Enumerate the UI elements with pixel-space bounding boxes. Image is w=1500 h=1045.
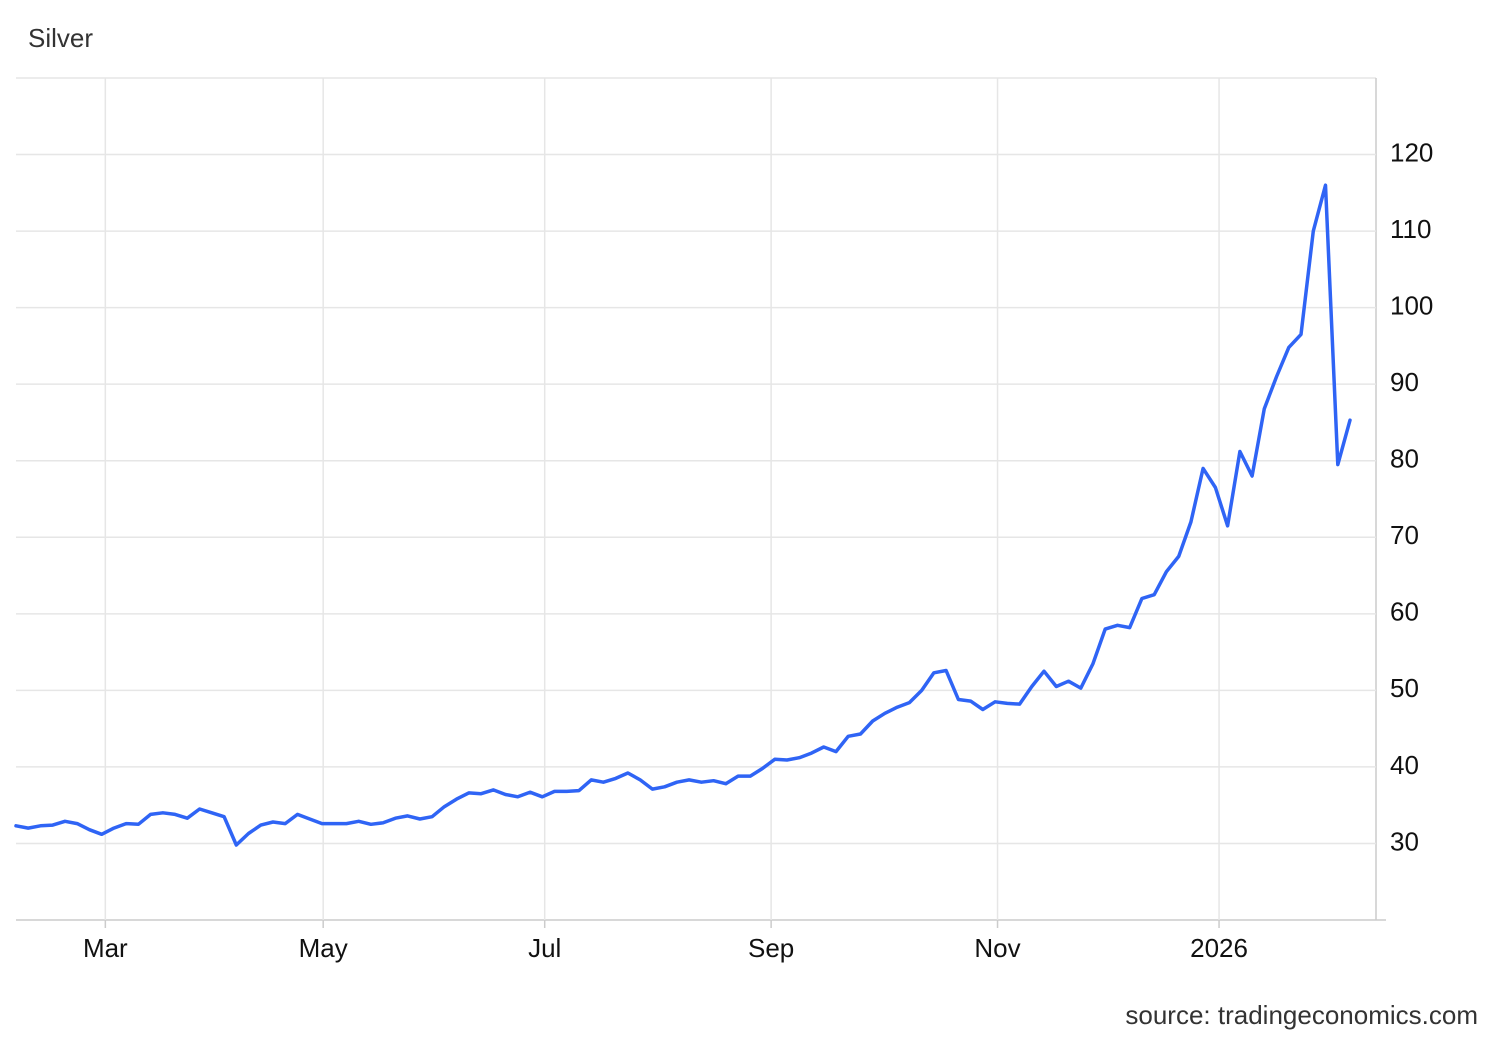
y-tick-label: 120 <box>1390 137 1433 167</box>
x-tick-label: Jul <box>528 933 561 963</box>
x-tick-label: 2026 <box>1190 933 1248 963</box>
y-tick-label: 90 <box>1390 367 1419 397</box>
x-tick-label: Sep <box>748 933 794 963</box>
source-note: source: tradingeconomics.com <box>1125 1000 1478 1030</box>
x-tick-label: Mar <box>83 933 128 963</box>
y-tick-label: 60 <box>1390 597 1419 627</box>
y-tick-label: 100 <box>1390 291 1433 321</box>
y-tick-label: 40 <box>1390 750 1419 780</box>
x-tick-label: May <box>299 933 348 963</box>
y-tick-label: 70 <box>1390 520 1419 550</box>
x-tick-label: Nov <box>974 933 1020 963</box>
chart-title: Silver <box>28 23 93 53</box>
y-tick-label: 110 <box>1390 214 1431 244</box>
price-line <box>14 183 1352 847</box>
y-tick-label: 50 <box>1390 673 1419 703</box>
y-tick-label: 30 <box>1390 826 1419 856</box>
y-tick-label: 80 <box>1390 444 1419 474</box>
